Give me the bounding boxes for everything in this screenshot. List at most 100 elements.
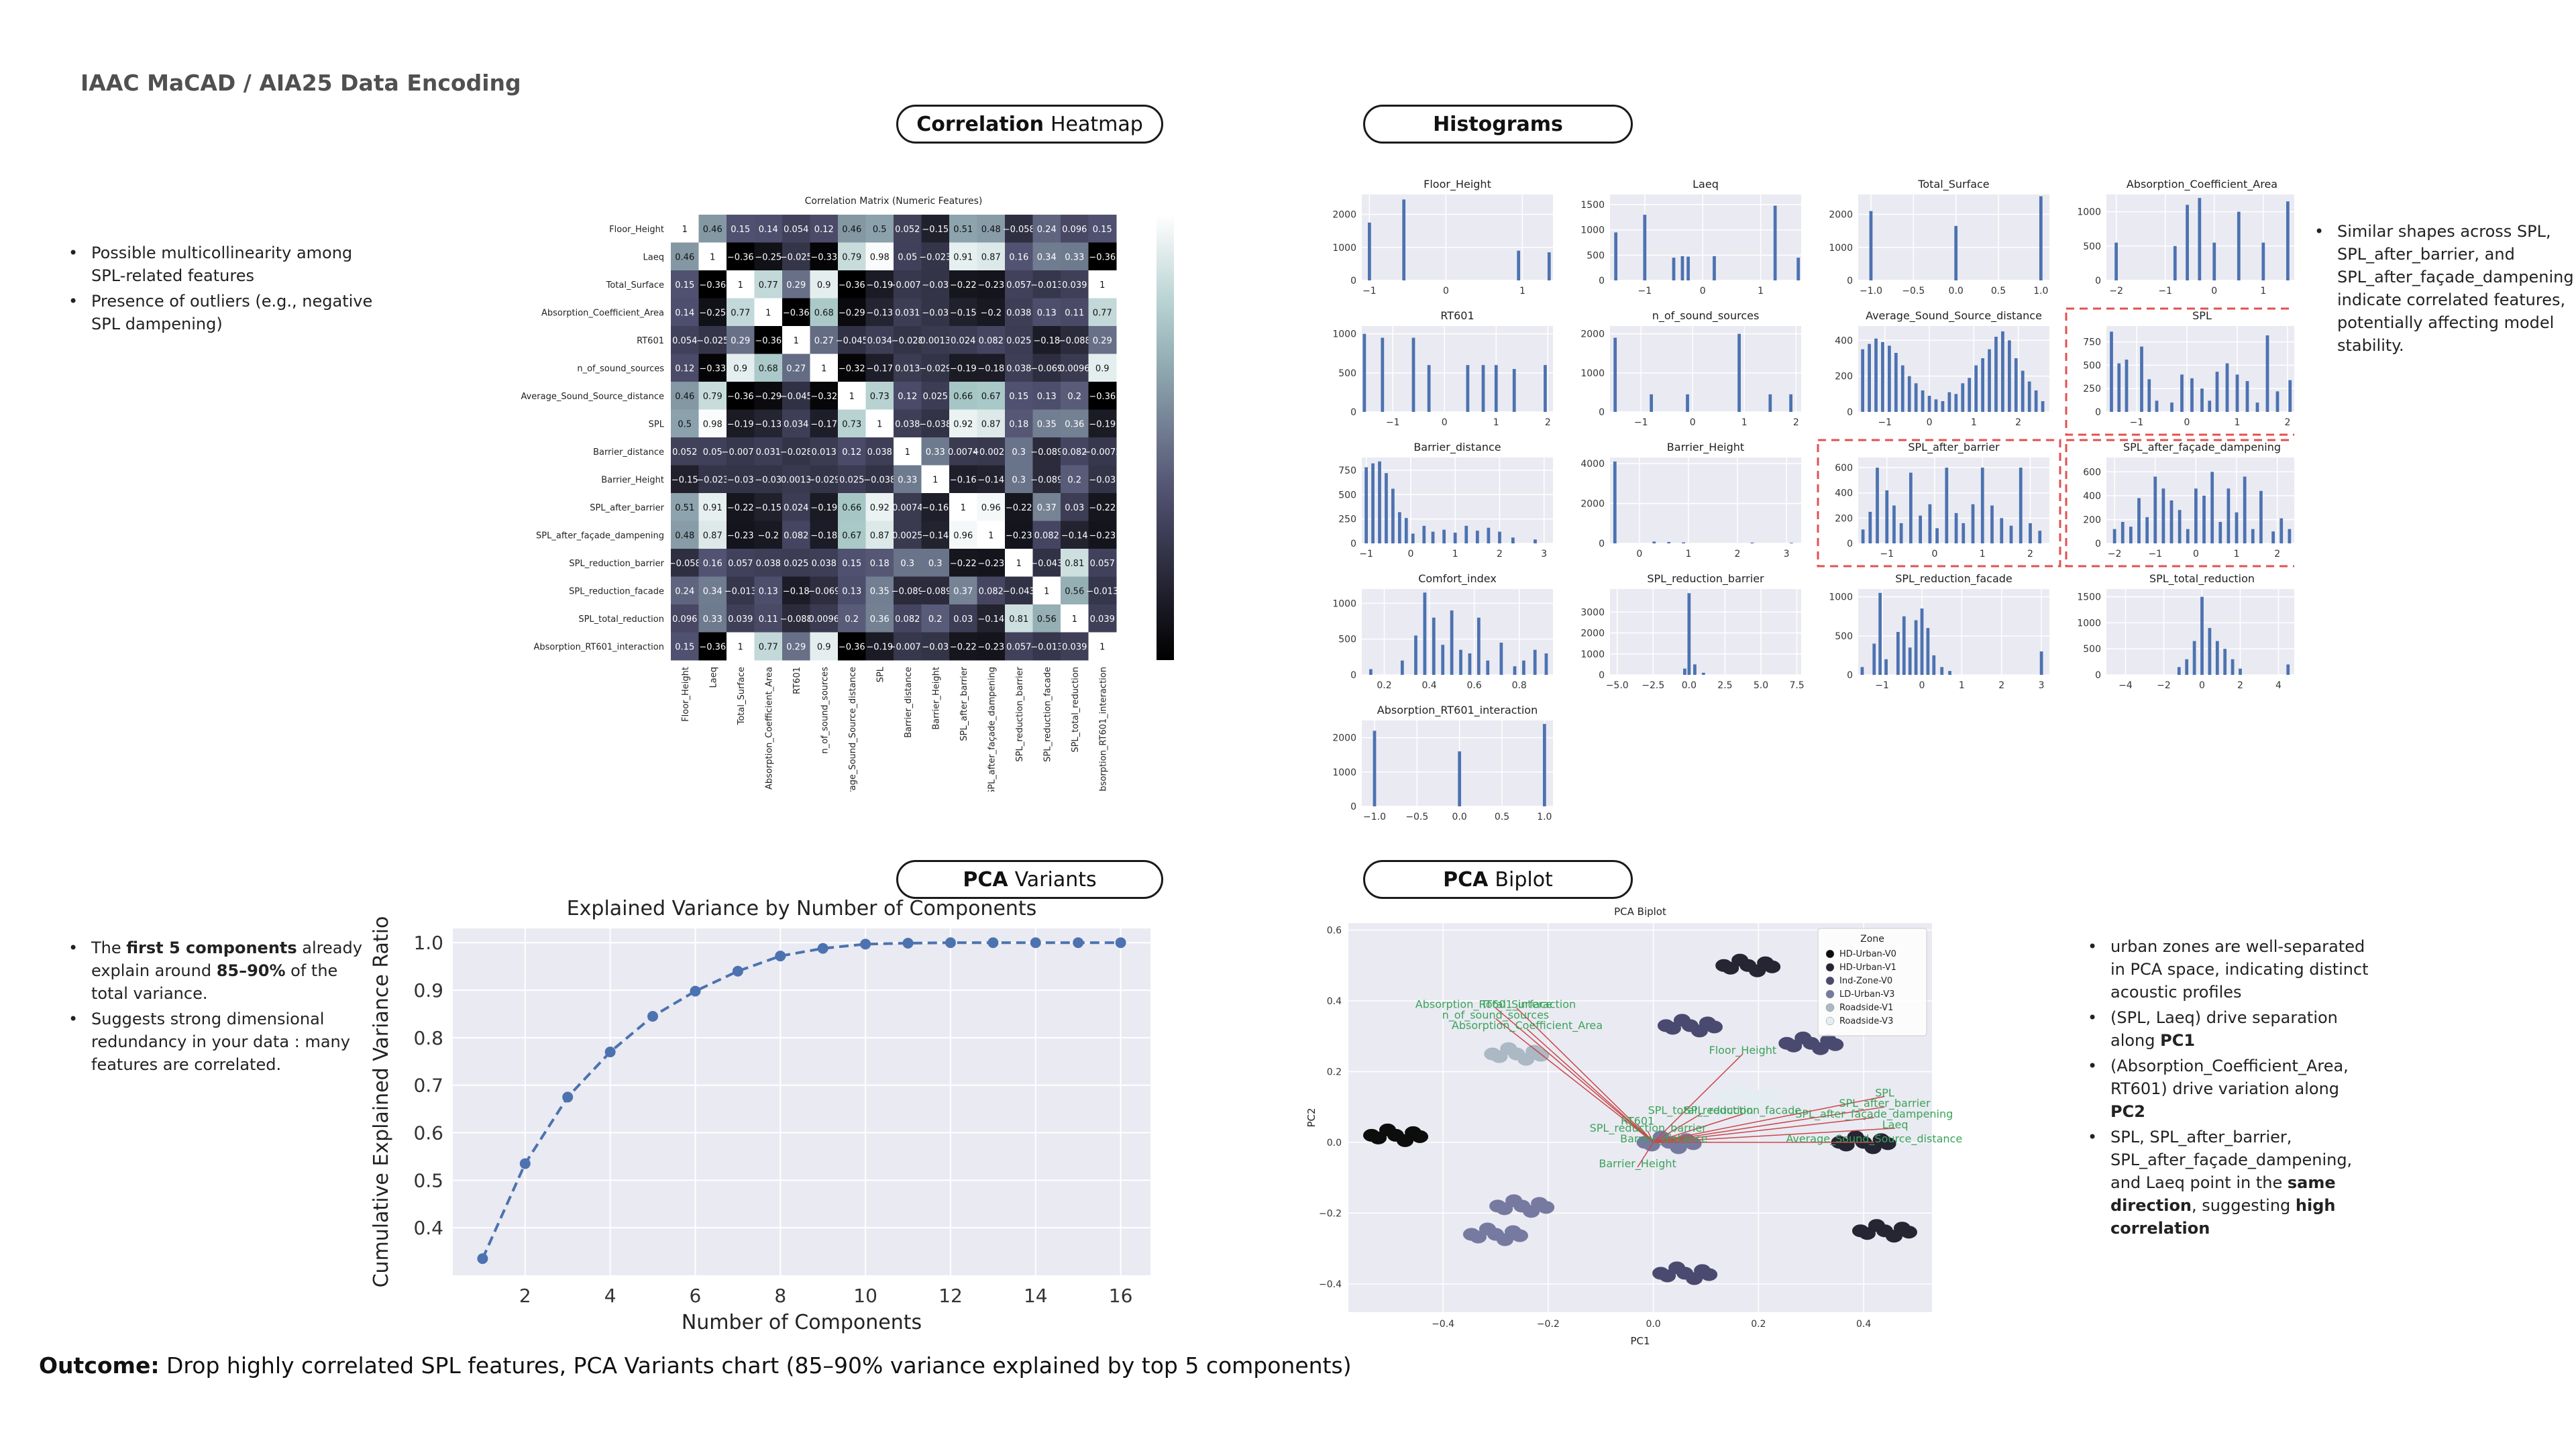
- heatmap-cell-value: −0.03: [922, 642, 949, 652]
- heatmap-cell: [1032, 326, 1061, 354]
- heatmap-cell: [921, 465, 950, 494]
- histogram-bar: [1522, 660, 1525, 675]
- x-tick-label: −0.5: [1902, 286, 1925, 297]
- loading-arrow: [1653, 1114, 1701, 1143]
- heatmap-cell-value: 0.77: [731, 308, 750, 318]
- x-tick-label: 2: [2015, 417, 2021, 428]
- heatmap-cell: [1005, 242, 1033, 271]
- histogram-bar: [1371, 463, 1375, 543]
- histogram-bar: [2161, 488, 2165, 543]
- heatmap-cell-value: −0.19: [866, 642, 893, 652]
- heatmap-cell: [1088, 270, 1117, 299]
- chart-title: PCA Biplot: [1614, 906, 1666, 918]
- heatmap-cell-value: 0.66: [953, 392, 973, 402]
- section-pill-pca-variants: PCA Variants: [896, 860, 1163, 899]
- x-tick-label: 7.5: [1789, 680, 1804, 691]
- y-tick-label: 4000: [1580, 459, 1605, 470]
- heatmap-cell: [810, 270, 839, 299]
- histogram-bar: [1364, 467, 1368, 543]
- heatmap-cell: [977, 549, 1006, 577]
- heatmap-row-label: Barrier_distance: [593, 447, 664, 458]
- heatmap-cell-value: 0.013: [812, 447, 837, 458]
- heatmap-cell-value: 0.057: [1006, 642, 1031, 652]
- x-tick-label: 14: [1024, 1285, 1048, 1307]
- heatmap-cell: [949, 298, 977, 327]
- heatmap-cell: [754, 409, 783, 438]
- biplot-point: [1505, 1194, 1523, 1208]
- heatmap-cell-value: 0.2: [928, 614, 943, 625]
- histogram-title: SPL_total_reduction: [2149, 572, 2255, 586]
- heatmap-cell: [838, 465, 866, 494]
- heatmap-cell-value: 0.27: [786, 364, 806, 374]
- histogram-bar: [2259, 490, 2263, 543]
- y-tick-label: 0: [1350, 276, 1356, 286]
- x-tick-label: 1: [1758, 286, 1764, 297]
- variance-point: [604, 1046, 616, 1058]
- histogram-bar: [2147, 379, 2151, 412]
- heatmap-row-label: SPL_after_barrier: [590, 503, 664, 513]
- heatmap-cell: [949, 382, 977, 410]
- histogram-bar: [1900, 365, 1904, 412]
- heatmap-cell: [1088, 409, 1117, 438]
- heatmap-cell-value: 0.77: [1093, 308, 1112, 318]
- x-tick-label: 1: [2235, 417, 2241, 428]
- heatmap-cell-value: −0.19: [1089, 419, 1116, 429]
- heatmap-cell: [698, 549, 727, 577]
- heatmap-cell: [671, 632, 699, 661]
- heatmap-cell-value: 1: [1016, 559, 1022, 569]
- histogram-bar: [1466, 365, 1470, 412]
- heatmap-cell-value: −0.36: [727, 392, 754, 402]
- loading-label: n_of_sound_sources: [1442, 1008, 1550, 1022]
- heatmap-cell: [727, 382, 755, 410]
- heatmap-cell: [894, 382, 922, 410]
- heatmap-cell: [1005, 326, 1033, 354]
- x-tick-label: 2: [2027, 549, 2033, 559]
- histogram-bar: [2007, 340, 2011, 412]
- histogram-title: SPL_after_barrier: [1908, 441, 2000, 454]
- heatmap-cell-value: −0.089: [1030, 475, 1063, 485]
- heatmap-cell: [977, 604, 1006, 633]
- heatmap-cell: [865, 242, 894, 271]
- heatmap-cell: [782, 437, 810, 466]
- biplot-point: [1532, 1049, 1550, 1062]
- heatmap-row-label: SPL_reduction_barrier: [569, 559, 664, 569]
- histogram-bar: [2210, 472, 2214, 543]
- heatmap-cell-value: 0.9: [733, 364, 747, 374]
- heatmap-cell-value: −0.2: [757, 531, 779, 541]
- y-tick-label: 500: [1338, 635, 1356, 645]
- variance-line: [481, 941, 1121, 1260]
- y-tick-label: 0: [1599, 539, 1605, 549]
- biplot-point: [1690, 1024, 1708, 1038]
- histogram-panel: Average_Sound_Source_distance 0 200 400 −1 0 1…: [1835, 309, 2049, 428]
- heatmap-cell: [977, 354, 1006, 382]
- biplot-point: [1864, 1141, 1882, 1155]
- heatmap-cell: [1061, 632, 1089, 661]
- y-tick-label: 0: [1847, 539, 1853, 549]
- histogram-panel: Total_Surface 0 1000 2000 −1.0 −0.5 0.0 0.5 1.0: [1829, 178, 2049, 297]
- heatmap-cell: [727, 409, 755, 438]
- histogram-bar: [1378, 461, 1381, 543]
- heatmap-cell-value: −0.058: [1003, 225, 1035, 235]
- legend-marker: [1825, 1016, 1835, 1026]
- heatmap-cell: [949, 215, 977, 243]
- heatmap-cell: [782, 298, 810, 327]
- section-pill-histograms: Histograms: [1363, 105, 1633, 144]
- heatmap-cell: [1088, 354, 1117, 382]
- x-tick-label: 0: [2184, 417, 2190, 428]
- heatmap-cell: [727, 549, 755, 577]
- histogram-bar: [1453, 533, 1457, 543]
- histogram-bar: [1513, 666, 1517, 675]
- heatmap-cell: [782, 409, 810, 438]
- y-tick-label: 0.5: [413, 1169, 443, 1191]
- heatmap-row-label: Barrier_Height: [601, 475, 664, 485]
- histogram-bar: [2145, 517, 2149, 543]
- legend-marker: [1825, 949, 1835, 959]
- x-tick-label: 0.0: [1682, 680, 1697, 691]
- variance-point: [1073, 937, 1084, 949]
- histogram-bar: [2288, 380, 2292, 412]
- heatmap-row-label: Total_Surface: [606, 280, 664, 290]
- heatmap-cell: [1088, 215, 1117, 243]
- highlight-frame: [1817, 439, 2061, 568]
- heatmap-cell: [782, 521, 810, 549]
- variance-point: [477, 1253, 488, 1265]
